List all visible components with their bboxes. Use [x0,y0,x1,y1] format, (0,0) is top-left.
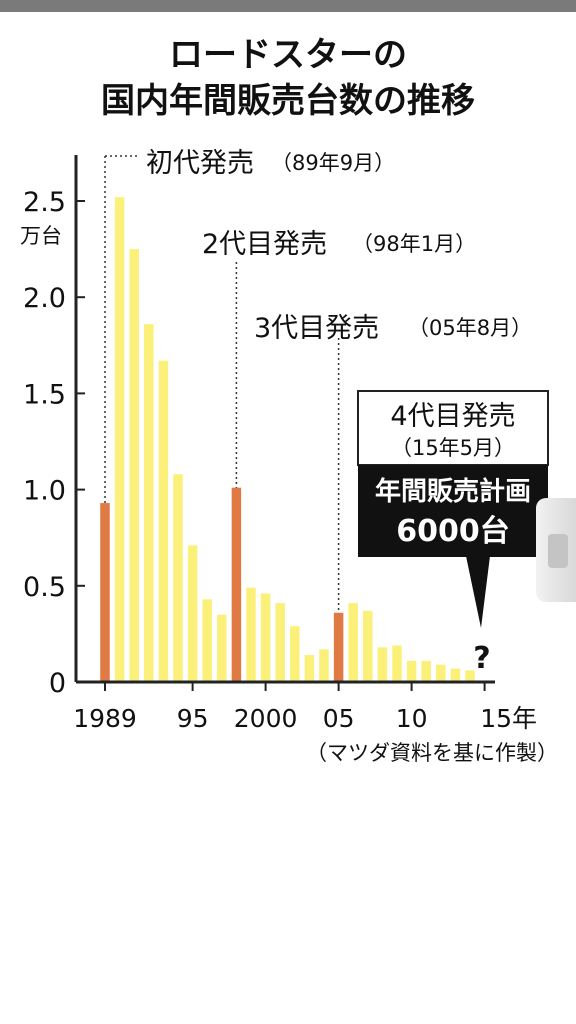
bar-2004 [319,649,329,682]
axes-group [74,155,495,684]
x-tick-label: 2000 [234,704,298,733]
source-note: （マツダ資料を基に作製） [306,741,558,765]
bar-2007 [363,610,373,682]
y-axis-unit: 万台 [20,224,62,248]
top-status-strip [0,0,576,12]
chart-title-line-1: ロードスターの [169,35,407,75]
bar-1997 [217,614,227,682]
bar-1991 [129,249,139,682]
bar-1999 [246,587,256,682]
sales-plan-value: 6000台 [396,514,510,549]
y-tick-label: 0.5 [23,572,66,603]
chart-title: ロードスターの 国内年間販売台数の推移 [0,32,576,124]
bar-2013 [450,668,461,682]
event-1-label: 初代発売 [146,148,254,179]
y-tick-label: 1.0 [23,476,66,507]
x-tick-labels: 1989 95 2000 05 10 15年 [73,682,537,733]
bar-2010 [406,660,417,682]
event-3-date: （05年8月） [408,316,532,340]
bar-2001 [275,603,285,682]
bar-launch-1989 [100,503,110,682]
event-2-date: （98年1月） [352,232,476,256]
x-tick-label: 10 [396,704,428,733]
unknown-sales-mark: ? [473,641,490,676]
bar-2011 [421,660,431,682]
x-tick-label: 95 [177,704,209,733]
next-model-label: 4代目発売 [390,401,515,432]
next-model-date: （15年5月） [391,436,515,460]
y-tick-label: 2.0 [23,283,66,314]
bar-2006 [348,603,358,682]
bar-1992 [144,324,154,682]
bar-2009 [392,645,402,682]
bar-1993 [158,360,169,682]
drawer-handle-icon [548,534,568,568]
bar-1990 [114,197,125,683]
y-tick-label: 0 [49,668,66,699]
bar-2002 [290,626,300,682]
event-1-date: （89年9月） [271,151,395,175]
sales-plan-box [358,465,548,557]
side-drawer-handle[interactable] [536,498,576,602]
chart-title-line-2: 国内年間販売台数の推移 [101,81,475,121]
bar-2014 [465,670,475,682]
bar-launch-1998 [231,487,242,682]
y-tick-label: 2.5 [23,187,66,218]
next-model-box [357,390,549,466]
bar-launch-2005 [333,612,344,682]
bar-1996 [202,599,212,682]
bar-2008 [377,647,388,682]
sales-plan-pointer [466,556,490,628]
y-tick-label: 1.5 [23,379,66,410]
bars-group [100,197,475,683]
x-tick-label: 1989 [73,704,137,733]
bar-1994 [173,474,183,682]
x-tick-label: 15年 [480,704,537,733]
bar-2000 [260,593,271,682]
event-2-label: 2代目発売 [202,229,327,260]
bar-1995 [187,545,198,682]
bar-2003 [304,655,315,682]
sales-plan-label: 年間販売計画 [375,476,531,507]
y-tick-labels: 0 0.5 1.0 1.5 2.0 2.5 [23,187,85,699]
x-tick-label: 05 [323,704,355,733]
event-3-label: 3代目発売 [254,313,379,344]
bar-2012 [436,664,446,682]
